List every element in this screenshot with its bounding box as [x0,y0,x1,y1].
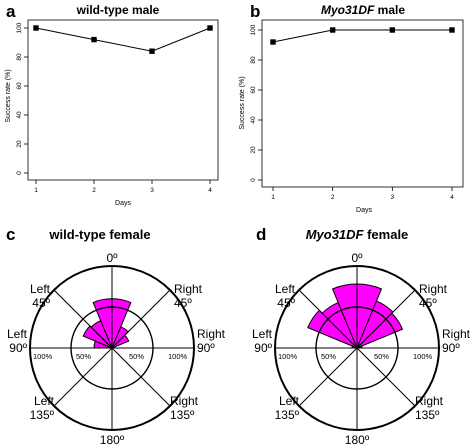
panel-a-y-tick-label: 60 [16,82,23,90]
panel-d-label-180: 180º [345,433,370,447]
panel-a-x-label: Days [115,200,131,207]
panel-a-data-point [207,25,213,31]
panel-b-y-tick-label: 80 [250,56,257,64]
panel-letter-a: a [6,2,16,21]
panel-d-label-left-135: Left 135º [275,394,300,422]
panel-b-x-tick-label: 2 [331,194,335,201]
panel-d-ring-label-100: 100% [278,352,298,361]
panel-b-data-point [270,39,276,45]
panel-letter-d: d [256,225,266,244]
panel-c-label-left-90: Left 90º [7,327,28,355]
panel-c-polar-chart: c wild-type female 100% 50% 50% 100% 0º Left 4… [6,225,226,447]
panel-a-x-tick-label: 3 [150,187,154,194]
panel-a-title: wild-type male [76,3,160,17]
panel-d-ring-label-100: 100% [413,352,433,361]
panel-b-plot-frame [261,19,464,188]
panel-a-y-tick-label: 40 [16,111,23,119]
panel-b-y-tick-label: 60 [250,86,257,94]
panel-letter-b: b [250,2,260,21]
panel-b-y-tick-label: 40 [250,116,257,124]
panel-b-x-label: Days [356,207,372,214]
panel-a-y-tick-label: 100 [16,22,23,33]
panel-b-data-point [329,27,336,33]
panel-b-title: Myo31DF male [321,3,405,17]
panel-d-title: Myo31DF female [306,227,409,242]
panel-c-label-right-90: Right 90º [197,327,226,355]
panel-b-y-label: Success rate (%) [239,76,246,129]
panel-a-data-point [149,48,155,54]
panel-d-label-right-90: Right 90º [442,327,471,355]
panel-c-ring-label-100: 100% [168,352,188,361]
panel-c-ring-label-50: 50% [76,352,91,361]
panel-d-label-right-135: Right 135º [415,394,444,422]
panel-d-inner-ring [315,306,399,390]
panel-b-data-point [449,27,455,33]
panel-b-y-tick-label: 20 [250,146,257,154]
panel-a-x-tick-label: 2 [92,187,96,194]
panel-c-label-left-45: Left 45º [30,282,51,310]
panel-a-line-chart: a wild-type male Success rate (%) Days 0… [5,2,219,207]
panel-letter-c: c [6,225,15,244]
panel-a-series-line [35,27,211,52]
panel-b-y-tick-label: 100 [250,24,257,35]
panel-a-plot-frame [27,19,219,181]
panel-a-y-tick-label: 0 [16,171,23,175]
panel-c-label-right-135: Right 135º [170,394,199,422]
panel-b-x-tick-label: 4 [450,194,454,201]
panel-d-polar-chart: d Myo31DF female 100% 50% 50% 100% 0º Left 45º… [252,225,471,447]
panel-d-ring-label-50: 50% [321,352,336,361]
panel-c-inner-ring [70,306,154,390]
panel-d-label-0: 0º [351,251,363,265]
panel-a-x-tick-label: 1 [34,187,38,194]
panel-c-ring-label-50: 50% [129,352,144,361]
panel-c-title: wild-type female [48,227,150,242]
panel-d-label-left-90: Left 90º [252,327,273,355]
panel-a-y-tick-label: 20 [16,140,23,148]
panel-a-y-label: Success rate (%) [5,69,12,122]
panel-a-x-tick-label: 4 [208,187,212,194]
panel-d-label-right-45: Right 45º [419,282,448,310]
panel-b-series-line [272,29,452,43]
panel-b-x-tick-label: 3 [391,194,395,201]
panel-d-ring-label-50: 50% [374,352,389,361]
panel-c-label-0: 0º [106,251,118,265]
panel-c-label-right-45: Right 45º [174,282,203,310]
panel-a-y-tick-label: 80 [16,53,23,61]
panel-a-data-point [91,36,97,43]
panel-b-y-tick-label: 0 [250,178,257,182]
panel-c-ring-label-100: 100% [33,352,53,361]
panel-c-label-180: 180º [100,433,125,447]
panel-b-data-point [389,27,396,33]
panel-c-label-left-135: Left 135º [30,394,55,422]
panel-a-data-point [33,25,39,31]
panel-b-x-tick-label: 1 [271,194,275,201]
panel-d-label-left-45: Left 45º [275,282,296,310]
panel-b-line-chart: b Myo31DF male Success rate (%) Days 0 20… [239,2,464,214]
